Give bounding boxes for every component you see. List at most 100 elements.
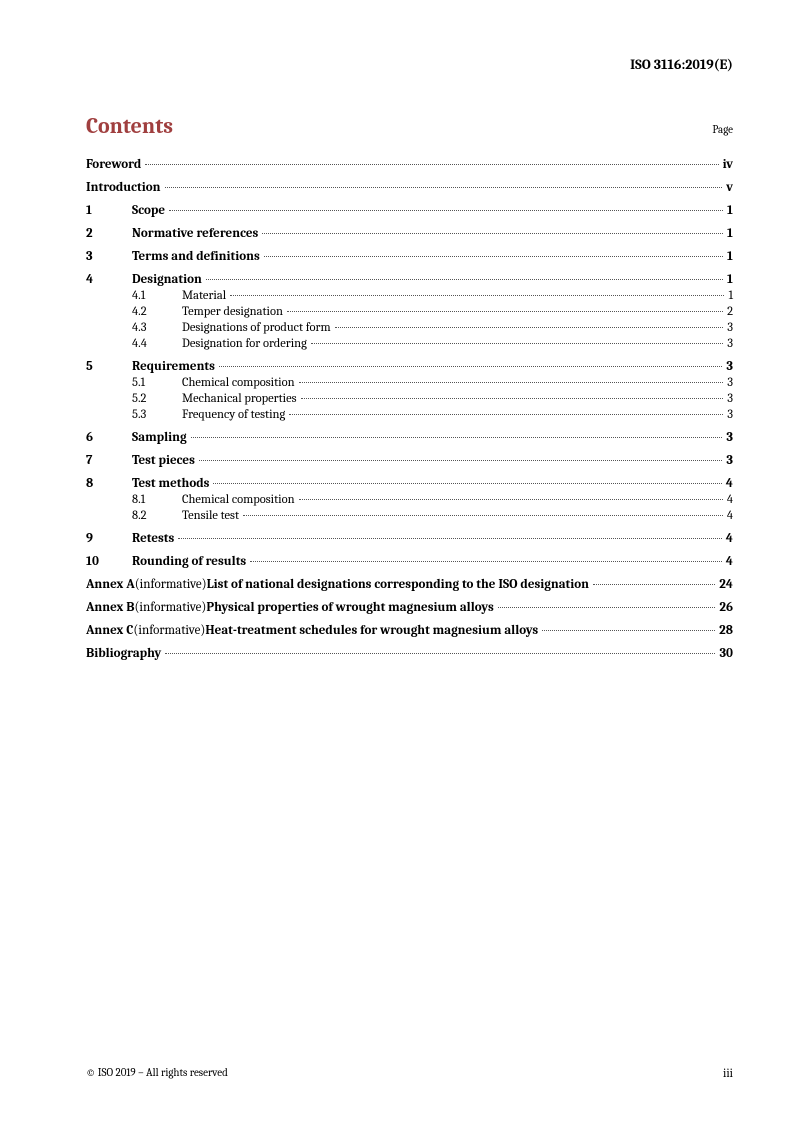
toc-title: Temper designation [182, 305, 283, 319]
toc-page: 24 [719, 577, 733, 592]
toc-number: 8.1 [132, 493, 182, 507]
toc-terms-definitions[interactable]: 3 Terms and definitions 1 [86, 249, 733, 264]
toc-page: 28 [719, 623, 733, 638]
toc-number: 8 [86, 476, 132, 491]
toc-requirements[interactable]: 5 Requirements 3 [86, 359, 733, 374]
toc-foreword[interactable]: Foreword iv [86, 157, 733, 172]
toc-number: 2 [86, 226, 132, 241]
toc-leader [145, 164, 718, 165]
toc-number: 4.4 [132, 337, 182, 351]
toc-leader [165, 187, 723, 188]
toc-page: 4 [726, 531, 733, 546]
toc-designation-product-form[interactable]: 4.3 Designations of product form 3 [86, 321, 733, 335]
toc-leader [219, 366, 722, 367]
toc-normative-references[interactable]: 2 Normative references 1 [86, 226, 733, 241]
toc-page: 1 [727, 249, 733, 264]
toc-number: 4 [86, 272, 132, 287]
toc-page: 1 [727, 203, 733, 218]
toc-leader [191, 437, 723, 438]
toc-leader [542, 630, 715, 631]
toc-title: Rounding of results [132, 554, 246, 569]
toc-page: 2 [727, 305, 733, 319]
toc-requirements-mechanical[interactable]: 5.2 Mechanical properties 3 [86, 392, 733, 406]
toc-sampling[interactable]: 6 Sampling 3 [86, 430, 733, 445]
copyright-text: © ISO 2019 – All rights reserved [86, 1066, 228, 1080]
toc-number: 5.3 [132, 408, 182, 422]
toc-leader [213, 483, 721, 484]
toc-page: 3 [727, 392, 733, 406]
toc-rounding-results[interactable]: 10 Rounding of results 4 [86, 554, 733, 569]
toc-annex-c[interactable]: Annex C (informative) Heat-treatment sch… [86, 623, 733, 638]
toc-page: 3 [727, 321, 733, 335]
toc-test-pieces[interactable]: 7 Test pieces 3 [86, 453, 733, 468]
toc-number: 7 [86, 453, 132, 468]
toc-annex-label: Annex A [86, 577, 135, 592]
toc-leader [230, 295, 724, 296]
toc-informative: (informative) [135, 577, 207, 592]
toc-page: v [726, 180, 733, 195]
toc-page: 3 [726, 359, 733, 374]
toc-bibliography[interactable]: Bibliography 30 [86, 646, 733, 661]
toc-title: Physical properties of wrought magnesium… [206, 600, 493, 615]
toc-designation-material[interactable]: 4.1 Material 1 [86, 289, 733, 303]
toc-title: Sampling [132, 430, 187, 445]
toc-page: 3 [727, 376, 733, 390]
toc-leader [301, 398, 724, 399]
toc-leader [206, 279, 723, 280]
toc-title: Requirements [132, 359, 215, 374]
page-footer: © ISO 2019 – All rights reserved iii [86, 1066, 733, 1080]
toc-leader [178, 538, 722, 539]
document-id-header: ISO 3116:2019(E) [86, 56, 733, 73]
toc-annex-a[interactable]: Annex A (informative) List of national d… [86, 577, 733, 592]
toc-requirements-frequency[interactable]: 5.3 Frequency of testing 3 [86, 408, 733, 422]
toc-test-methods-chemical[interactable]: 8.1 Chemical composition 4 [86, 493, 733, 507]
toc-page: 1 [727, 272, 733, 287]
toc-number: 4.2 [132, 305, 182, 319]
toc-page: 30 [719, 646, 733, 661]
toc-title: Retests [132, 531, 174, 546]
toc-title: Chemical composition [182, 376, 295, 390]
toc-leader [250, 561, 722, 562]
toc-title: Designation for ordering [182, 337, 307, 351]
toc-annex-b[interactable]: Annex B (informative) Physical propertie… [86, 600, 733, 615]
contents-title: Contents [86, 113, 173, 139]
toc-retests[interactable]: 9 Retests 4 [86, 531, 733, 546]
toc-title: Chemical composition [182, 493, 295, 507]
toc-title: Terms and definitions [132, 249, 260, 264]
toc-number: 9 [86, 531, 132, 546]
toc-title: Normative references [132, 226, 258, 241]
toc-leader [593, 584, 715, 585]
toc-test-methods[interactable]: 8 Test methods 4 [86, 476, 733, 491]
toc-scope[interactable]: 1 Scope 1 [86, 203, 733, 218]
toc-number: 6 [86, 430, 132, 445]
toc-leader [498, 607, 716, 608]
toc-title: Mechanical properties [182, 392, 297, 406]
toc-leader [199, 460, 723, 461]
toc-page: 1 [728, 289, 733, 303]
toc-number: 5.2 [132, 392, 182, 406]
toc-title: Foreword [86, 157, 141, 172]
toc-leader [169, 210, 723, 211]
toc-title: Scope [132, 203, 165, 218]
toc-page: 3 [726, 430, 733, 445]
toc-test-methods-tensile[interactable]: 8.2 Tensile test 4 [86, 509, 733, 523]
toc-title: Test methods [132, 476, 209, 491]
toc-leader [299, 499, 723, 500]
toc-requirements-chemical[interactable]: 5.1 Chemical composition 3 [86, 376, 733, 390]
toc-number: 5.1 [132, 376, 182, 390]
toc-number: 1 [86, 203, 132, 218]
toc-number: 3 [86, 249, 132, 264]
toc-designation-temper[interactable]: 4.2 Temper designation 2 [86, 305, 733, 319]
toc-page: 4 [727, 493, 733, 507]
toc-title: Frequency of testing [182, 408, 285, 422]
toc-leader [165, 653, 715, 654]
toc-introduction[interactable]: Introduction v [86, 180, 733, 195]
toc-title: List of national designations correspond… [207, 577, 589, 592]
toc-informative: (informative) [134, 600, 206, 615]
toc-page: 3 [726, 453, 733, 468]
toc-designation[interactable]: 4 Designation 1 [86, 272, 733, 287]
toc-title: Heat-treatment schedules for wrought mag… [205, 623, 538, 638]
toc-page: 4 [726, 476, 733, 491]
toc-designation-ordering[interactable]: 4.4 Designation for ordering 3 [86, 337, 733, 351]
toc-leader [262, 233, 723, 234]
